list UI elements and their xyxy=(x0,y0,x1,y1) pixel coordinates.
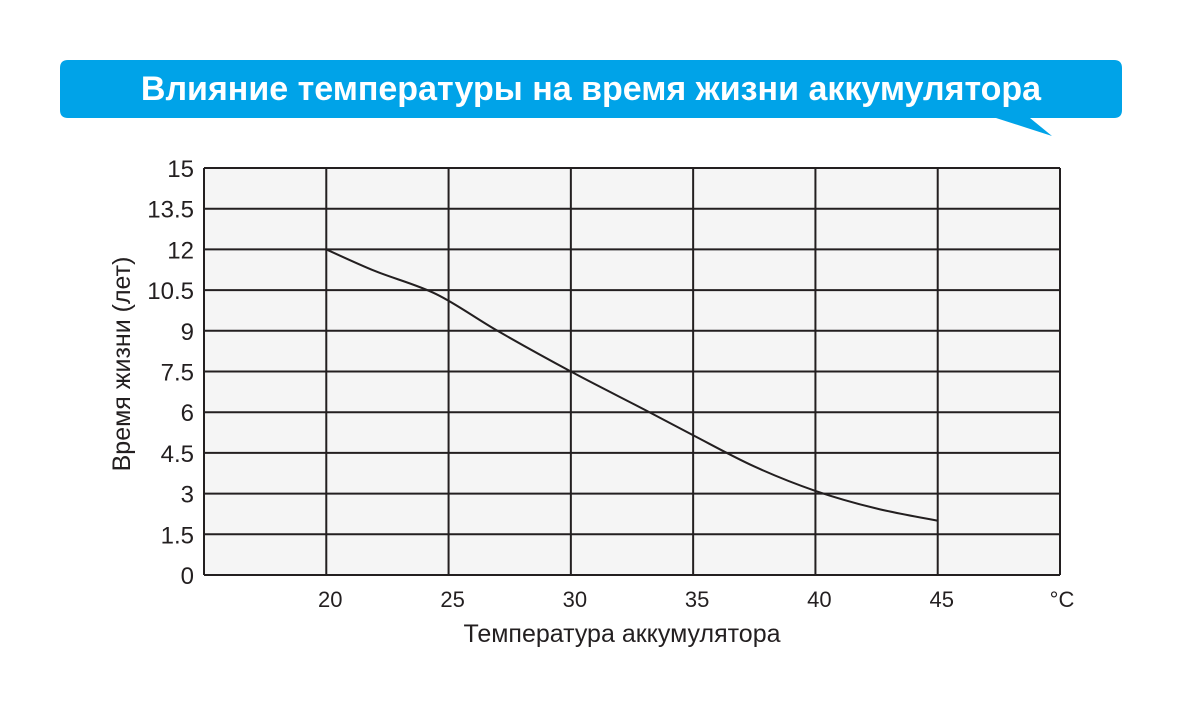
y-tick-label: 7.5 xyxy=(161,360,194,387)
x-tick-label: 30 xyxy=(563,587,587,612)
y-tick-label: 6 xyxy=(181,400,194,427)
x-tick-label: 45 xyxy=(929,587,953,612)
x-tick-label: 35 xyxy=(685,587,709,612)
tick-labels: 0 1.5 3 4.5 6 7.5 9 10.5 12 13.5 15 20 25 30 35 40 45 xyxy=(147,156,954,612)
y-tick-label: 9 xyxy=(181,319,194,346)
chart-title: Влияние температуры на время жизни аккум… xyxy=(141,70,1042,108)
y-tick-label: 12 xyxy=(167,237,194,264)
y-axis-label: Время жизни (лет) xyxy=(108,257,136,472)
y-tick-label: 3 xyxy=(181,482,194,509)
y-tick-label: 1.5 xyxy=(161,522,194,549)
grid xyxy=(203,167,1061,576)
y-tick-label: 4.5 xyxy=(161,441,194,468)
x-tick-label: 40 xyxy=(807,587,831,612)
y-tick-label: 0 xyxy=(181,563,194,590)
series-line xyxy=(325,248,938,522)
x-axis-label: Температура аккумулятора xyxy=(463,620,780,648)
title-banner xyxy=(60,60,1122,136)
y-tick-label: 13.5 xyxy=(147,197,194,224)
x-unit-label: °C xyxy=(1050,587,1075,612)
x-tick-label: 25 xyxy=(440,587,464,612)
y-tick-label: 10.5 xyxy=(147,278,194,305)
y-tick-label: 15 xyxy=(167,156,194,183)
x-tick-label: 20 xyxy=(318,587,342,612)
